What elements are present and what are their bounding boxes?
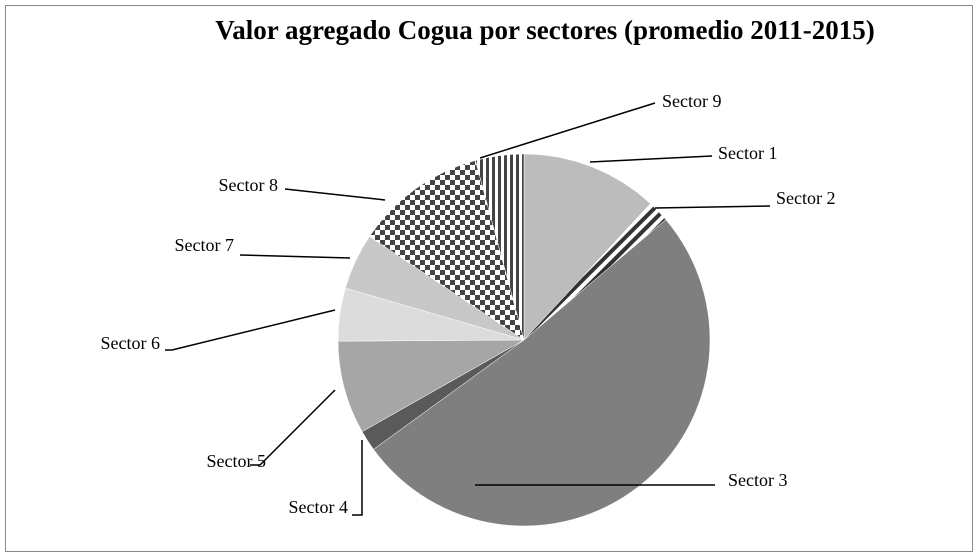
leader-line — [250, 389, 336, 466]
pie-slice — [337, 339, 525, 432]
slice-label: Sector 1 — [718, 143, 777, 163]
slice-label: Sector 7 — [175, 235, 234, 255]
leader-line — [479, 102, 656, 159]
leader-line — [239, 254, 351, 259]
slice-label: Sector 5 — [207, 451, 266, 471]
leader-line — [352, 440, 363, 516]
leader-line — [165, 309, 336, 351]
pie-slice — [373, 219, 711, 527]
slice-label: Sector 3 — [728, 470, 787, 490]
leader-line — [654, 205, 771, 209]
chart-title: Valor agregado Cogua por sectores (prome… — [215, 15, 875, 45]
slice-label: Sector 4 — [289, 497, 348, 517]
slice-label: Sector 8 — [219, 175, 278, 195]
pie-slice — [523, 153, 651, 341]
slice-label: Sector 9 — [662, 91, 721, 111]
leader-line — [589, 155, 713, 163]
slice-label: Sector 6 — [101, 333, 160, 353]
slice-label: Sector 2 — [776, 188, 835, 208]
leader-line — [284, 188, 386, 201]
pie-slice — [475, 153, 525, 341]
pie-slice — [369, 160, 525, 341]
